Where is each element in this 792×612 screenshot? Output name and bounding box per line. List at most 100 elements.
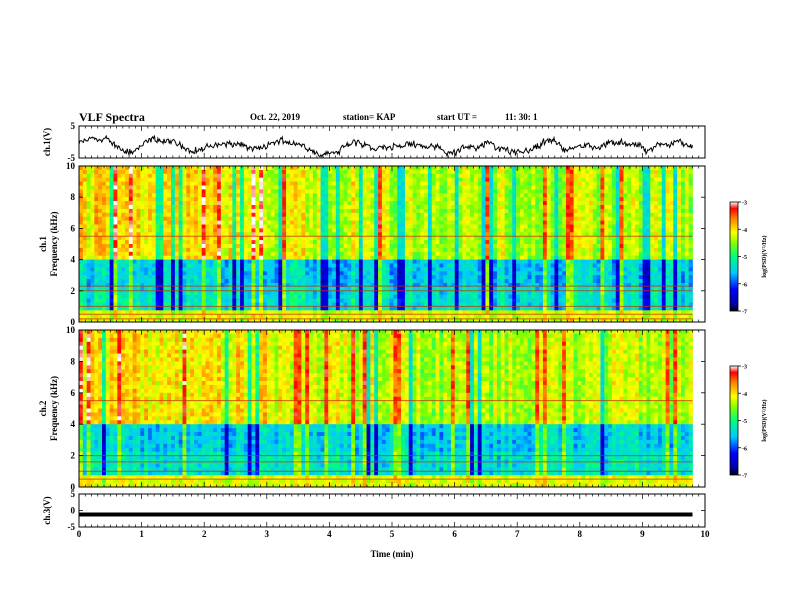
ch1-spectrogram-cell — [255, 213, 259, 217]
ch1-spectrogram-cell — [121, 205, 125, 209]
ch1-spectrogram-cell — [179, 271, 183, 275]
ch1-spectrogram-cell — [301, 306, 305, 310]
ch1-spectrogram-cell — [87, 248, 91, 252]
ch1-spectrogram-cell — [386, 193, 390, 197]
ch1-spectrogram-cell — [267, 221, 271, 225]
ch1-spectrogram-cell — [106, 225, 110, 229]
ch1-spectrogram-cell — [470, 221, 474, 225]
ch1-spectrogram-cell — [347, 178, 351, 182]
ch1-spectrogram-cell — [474, 186, 478, 190]
ch1-spectrogram-cell — [336, 252, 340, 256]
ch1-spectrogram-cell — [137, 291, 141, 295]
ch1-spectrogram-cell — [355, 213, 359, 217]
ch1-spectrogram-cell — [439, 166, 443, 170]
ch1-spectrogram-cell — [436, 283, 440, 287]
ch1-spectrogram-cell — [232, 291, 236, 295]
ch1-spectrogram-cell — [225, 217, 229, 221]
ch1-spectrogram-cell — [194, 174, 198, 178]
ch1-spectrogram-cell — [528, 271, 532, 275]
ch1-spectrogram-cell — [179, 186, 183, 190]
ch1-spectrogram-cell — [294, 174, 298, 178]
ch1-spectrogram-cell — [528, 225, 532, 229]
ch1-spectrogram-cell — [137, 299, 141, 303]
ch1-spectrogram-cell — [367, 186, 371, 190]
ch1-spectrogram-cell — [163, 174, 167, 178]
ch1-spectrogram-cell — [186, 174, 190, 178]
ch1-spectrogram-cell — [160, 248, 164, 252]
ch1-spectrogram-cell — [340, 248, 344, 252]
ch1-spectrogram-cell — [217, 186, 221, 190]
ch1-spectrogram-cell — [340, 260, 344, 264]
ch1-spectrogram-cell — [106, 283, 110, 287]
ch1-spectrogram-cell — [409, 267, 413, 271]
ch1-spectrogram-cell — [106, 228, 110, 232]
ch1-spectrogram-cell — [259, 201, 263, 205]
ch1-spectrogram-cell — [271, 197, 275, 201]
ch1-spectrogram-cell — [83, 306, 87, 310]
ch1-spectrogram-cell — [413, 275, 417, 279]
ch1-spectrogram-cell — [309, 225, 313, 229]
ch1-spectrogram-cell — [413, 291, 417, 295]
ch1-spectrogram-cell — [443, 166, 447, 170]
ch1-spectrogram-cell — [202, 189, 206, 193]
ch1-spectrogram-cell — [497, 225, 501, 229]
ch1-spectrogram-cell — [167, 267, 171, 271]
ch1-spectrogram-cell — [133, 189, 137, 193]
ch1-spectrogram-cell — [301, 213, 305, 217]
ch1-spectrogram-cell — [328, 240, 332, 244]
ch1-spectrogram-cell — [221, 240, 225, 244]
ch1-spectrogram-cell — [309, 248, 313, 252]
ch1-spectrogram-cell — [508, 186, 512, 190]
ch1-spectrogram-cell — [501, 189, 505, 193]
ch1-spectrogram-cell — [370, 264, 374, 268]
ch1-spectrogram-cell — [217, 267, 221, 271]
ch1-spectrogram-cell — [524, 275, 528, 279]
ch1-spectrogram-cell — [133, 217, 137, 221]
ch1-spectrogram-cell — [355, 271, 359, 275]
ch1-spectrogram-cell — [520, 170, 524, 174]
ch1-spectrogram-cell — [137, 271, 141, 275]
ch1-spectrogram-cell — [255, 271, 259, 275]
ch1-spectrogram-cell — [413, 174, 417, 178]
ch1-spectrogram-cell — [236, 205, 240, 209]
ch1-spectrogram-cell — [378, 189, 382, 193]
ch1-spectrogram-cell — [512, 186, 516, 190]
ch1-spectrogram-cell — [455, 283, 459, 287]
ch1-spectrogram-cell — [225, 264, 229, 268]
ch1-spectrogram-cell — [171, 291, 175, 295]
ch1-spectrogram-cell — [114, 252, 118, 256]
ch1-spectrogram-cell — [129, 213, 133, 217]
ch1-spectrogram-cell — [363, 174, 367, 178]
ch1-spectrogram-cell — [140, 209, 144, 213]
ch1-spectrogram-cell — [144, 283, 148, 287]
ch1-spectrogram-cell — [286, 174, 290, 178]
ch1-spectrogram-cell — [140, 221, 144, 225]
ch1-spectrogram-cell — [397, 314, 401, 318]
ch1-spectrogram-cell — [271, 306, 275, 310]
ch1-spectrogram-cell — [317, 240, 321, 244]
ch1-spectrogram-cell — [393, 217, 397, 221]
ch1-spectrogram-cell — [278, 186, 282, 190]
ch1-spectrogram-cell — [309, 264, 313, 268]
ch1-spectrogram-cell — [459, 193, 463, 197]
ch1-spectrogram-cell — [140, 252, 144, 256]
ch1-spectrogram-cell — [106, 295, 110, 299]
ch1-spectrogram-cell — [378, 275, 382, 279]
ch1-spectrogram-cell — [102, 213, 106, 217]
ch1-spectrogram-cell — [485, 271, 489, 275]
ch1-spectrogram-cell — [401, 236, 405, 240]
ch1-spectrogram-cell — [405, 295, 409, 299]
ch1-spectrogram-cell — [497, 205, 501, 209]
ch1-spectrogram-cell — [455, 264, 459, 268]
ch1-spectrogram-cell — [531, 236, 535, 240]
ch1-spectrogram-cell — [485, 275, 489, 279]
ch1-spectrogram-cell — [355, 186, 359, 190]
ch1-spectrogram-cell — [213, 314, 217, 318]
ch1-spectrogram-cell — [198, 221, 202, 225]
ch1-spectrogram-cell — [443, 201, 447, 205]
ch1-spectrogram-cell — [110, 299, 114, 303]
ch1-spectrogram-cell — [140, 166, 144, 170]
ch1-spectrogram-cell — [248, 228, 252, 232]
ch1-spectrogram-cell — [439, 267, 443, 271]
ch1-spectrogram-cell — [416, 225, 420, 229]
